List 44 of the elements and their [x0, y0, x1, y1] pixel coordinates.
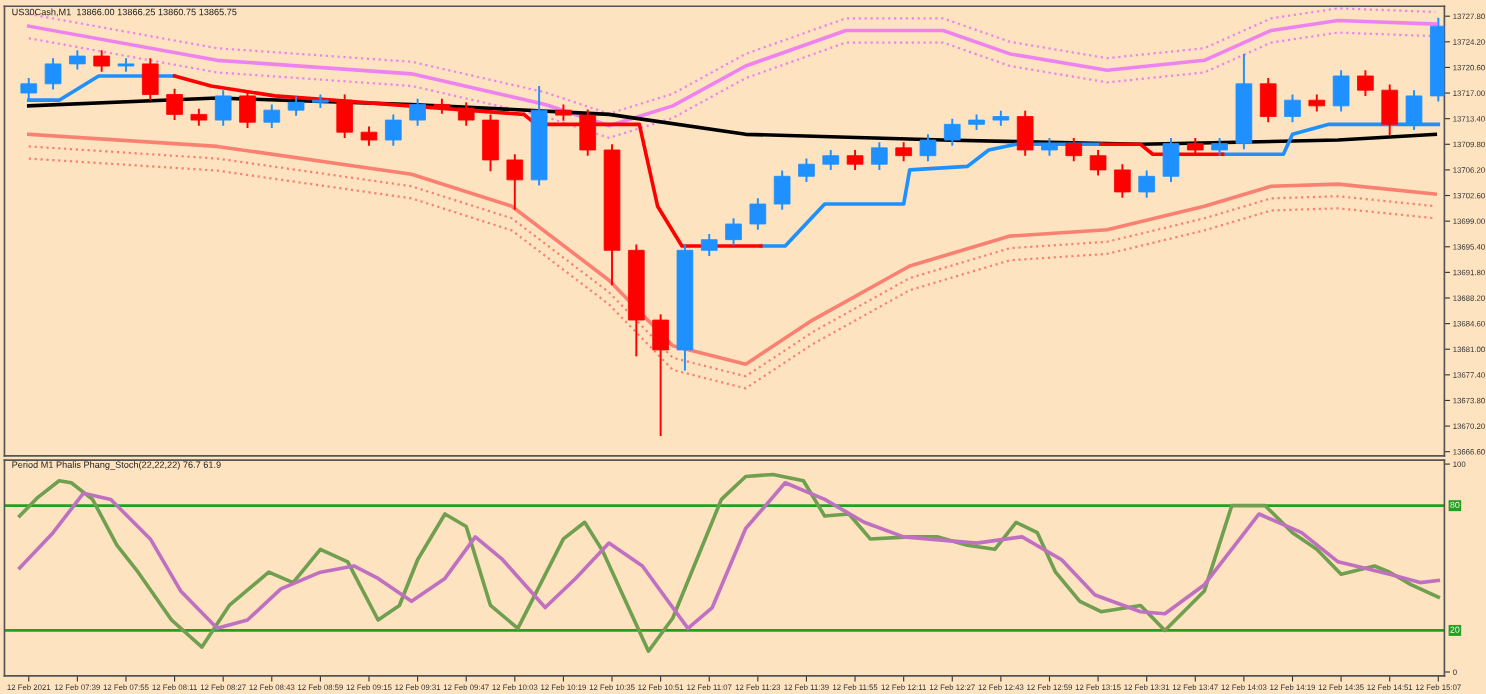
candlestick [93, 49, 110, 73]
candlestick [263, 103, 281, 129]
candlestick [1114, 163, 1131, 199]
candlestick [798, 157, 815, 183]
candlestick [1332, 69, 1350, 113]
candlestick [1016, 109, 1034, 157]
candlestick [166, 87, 183, 122]
line-series [17, 472, 1441, 654]
candlestick [409, 97, 426, 127]
candlestick [1162, 136, 1180, 183]
candlestick [287, 95, 305, 117]
candlestick [506, 153, 524, 211]
candlestick [773, 169, 791, 211]
candlestick [822, 149, 840, 171]
candlestick [919, 133, 937, 163]
candlestick [44, 57, 62, 91]
candlestick [1405, 89, 1423, 132]
candlestick [384, 113, 402, 147]
candlestick [1089, 149, 1107, 177]
candlestick [895, 141, 912, 163]
candlestick [700, 232, 718, 257]
candlestick [1357, 69, 1374, 97]
line-series [17, 480, 1441, 631]
candlestick [482, 113, 499, 173]
candlestick [871, 141, 888, 171]
candlestick [749, 197, 767, 231]
line-series [26, 96, 1438, 147]
candlestick [579, 108, 597, 157]
candlestick [1065, 136, 1083, 163]
candlestick [943, 117, 961, 147]
candlestick [1381, 83, 1399, 137]
candlestick [1284, 93, 1301, 124]
candlestick [239, 89, 256, 129]
candlestick [846, 149, 864, 171]
candlestick [725, 217, 742, 247]
candlestick [1138, 169, 1155, 199]
candlestick [69, 49, 86, 71]
candlestick [336, 93, 354, 139]
candlestick [360, 125, 378, 147]
candlestick [1259, 77, 1277, 124]
candlestick [652, 313, 669, 437]
candlestick [457, 101, 475, 127]
candlestick [141, 57, 159, 102]
candlestick [214, 89, 232, 127]
